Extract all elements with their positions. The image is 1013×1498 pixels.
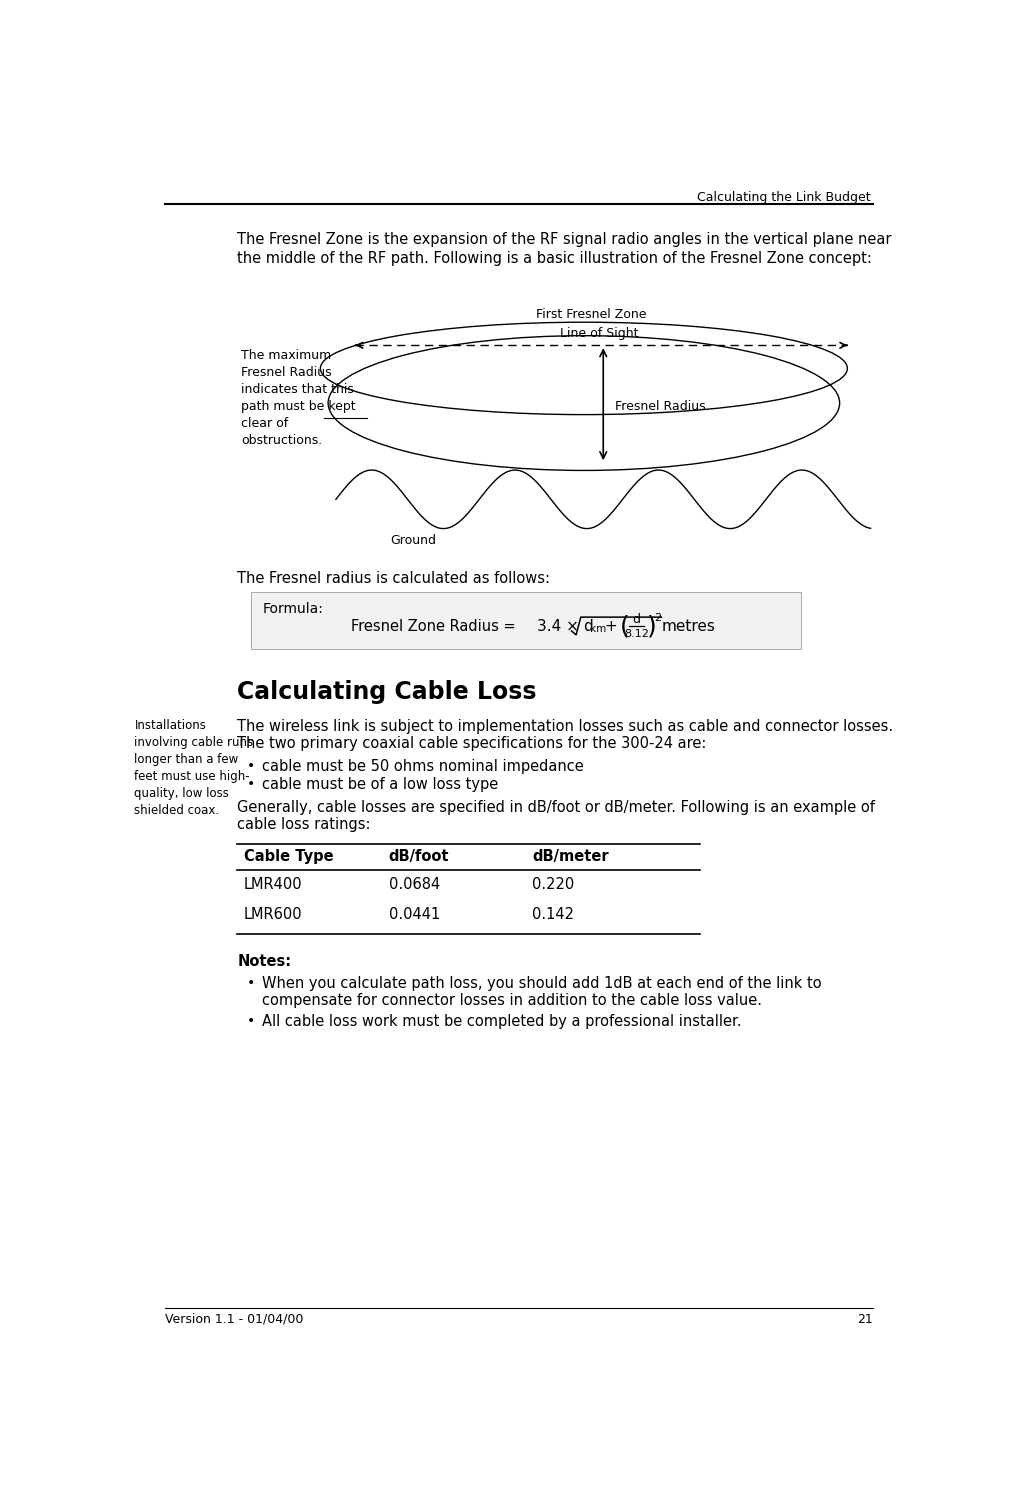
Text: Calculating Cable Loss: Calculating Cable Loss (237, 680, 537, 704)
Text: LMR600: LMR600 (244, 908, 302, 923)
Text: cable loss ratings:: cable loss ratings: (237, 818, 371, 833)
Text: cable must be 50 ohms nominal impedance: cable must be 50 ohms nominal impedance (262, 759, 585, 774)
Text: cable must be of a low loss type: cable must be of a low loss type (262, 776, 498, 791)
Text: All cable loss work must be completed by a professional installer.: All cable loss work must be completed by… (262, 1014, 742, 1029)
Text: The two primary coaxial cable specifications for the 300-24 are:: The two primary coaxial cable specificat… (237, 736, 707, 750)
Text: 21: 21 (857, 1312, 873, 1326)
Text: 2: 2 (654, 613, 661, 623)
Text: 0.220: 0.220 (532, 878, 574, 893)
Text: •: • (247, 975, 255, 990)
Text: 8.12: 8.12 (624, 629, 649, 640)
Text: First Fresnel Zone: First Fresnel Zone (536, 309, 647, 321)
Text: The maximum
Fresnel Radius
indicates that this
path must be kept
clear of
obstru: The maximum Fresnel Radius indicates tha… (241, 349, 356, 448)
Text: Generally, cable losses are specified in dB/foot or dB/meter. Following is an ex: Generally, cable losses are specified in… (237, 800, 875, 815)
Text: metres: metres (661, 619, 715, 634)
Text: Version 1.1 - 01/04/00: Version 1.1 - 01/04/00 (165, 1312, 304, 1326)
Text: Notes:: Notes: (237, 954, 292, 969)
Text: Fresnel Zone Radius =: Fresnel Zone Radius = (352, 619, 516, 634)
Text: When you calculate path loss, you should add 1dB at each end of the link to: When you calculate path loss, you should… (262, 975, 822, 992)
Text: km: km (591, 625, 607, 635)
Text: The wireless link is subject to implementation losses such as cable and connecto: The wireless link is subject to implemen… (237, 719, 893, 734)
Text: (: ( (620, 614, 629, 638)
Text: Line of Sight: Line of Sight (560, 327, 638, 340)
Text: compensate for connector losses in addition to the cable loss value.: compensate for connector losses in addit… (262, 993, 762, 1008)
Text: 0.0441: 0.0441 (389, 908, 440, 923)
Text: Fresnel Radius: Fresnel Radius (615, 400, 705, 413)
Text: Formula:: Formula: (262, 602, 323, 616)
Text: 0.0684: 0.0684 (389, 878, 440, 893)
FancyBboxPatch shape (250, 592, 801, 650)
Text: the middle of the RF path. Following is a basic illustration of the Fresnel Zone: the middle of the RF path. Following is … (237, 250, 872, 265)
Text: •: • (247, 1014, 255, 1028)
Text: d: d (632, 613, 640, 626)
Text: ): ) (647, 614, 657, 638)
Text: Calculating the Link Budget: Calculating the Link Budget (697, 190, 870, 204)
Text: 0.142: 0.142 (532, 908, 574, 923)
Text: The Fresnel Zone is the expansion of the RF signal radio angles in the vertical : The Fresnel Zone is the expansion of the… (237, 232, 892, 247)
Text: dB/meter: dB/meter (532, 849, 609, 864)
Text: •: • (247, 759, 255, 773)
Text: Installations
involving cable runs
longer than a few
feet must use high-
quality: Installations involving cable runs longe… (135, 719, 253, 816)
Text: +: + (604, 619, 617, 634)
Text: dB/foot: dB/foot (389, 849, 449, 864)
Text: 3.4 ×: 3.4 × (537, 619, 579, 634)
Text: The Fresnel radius is calculated as follows:: The Fresnel radius is calculated as foll… (237, 571, 550, 586)
Text: •: • (247, 776, 255, 791)
Text: Ground: Ground (390, 533, 437, 547)
Text: d: d (583, 619, 593, 634)
Text: LMR400: LMR400 (244, 878, 302, 893)
Text: Cable Type: Cable Type (244, 849, 333, 864)
